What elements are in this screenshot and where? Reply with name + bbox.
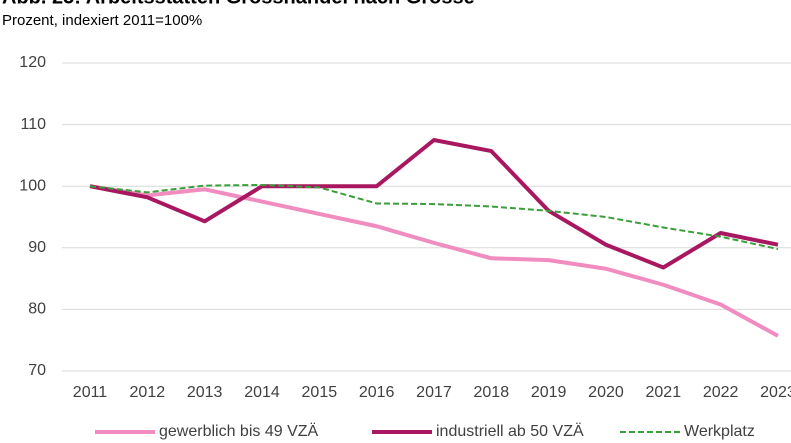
x-tick-label: 2020 <box>588 384 624 401</box>
y-tick-label: 80 <box>28 301 46 318</box>
y-tick-label: 110 <box>20 116 46 133</box>
x-tick-label: 2019 <box>531 384 567 401</box>
x-tick-label: 2023 <box>760 384 791 401</box>
x-tick-label: 2011 <box>73 384 108 401</box>
series-line <box>89 184 779 338</box>
legend-label: Werkplatz <box>684 423 755 440</box>
x-tick-label: 2017 <box>416 384 452 401</box>
legend-label: industriell ab 50 VZÄ <box>436 422 584 440</box>
x-tick-label: 2021 <box>646 384 682 401</box>
x-tick-label: 2016 <box>359 384 395 401</box>
y-tick-label: 70 <box>28 362 46 379</box>
x-tick-label: 2013 <box>187 384 223 401</box>
y-tick-label: 100 <box>19 177 46 194</box>
y-tick-label: 90 <box>28 239 46 256</box>
series-line <box>89 183 779 251</box>
legend-label: gewerblich bis 49 VZÄ <box>159 422 319 440</box>
x-tick-label: 2012 <box>130 384 166 401</box>
y-tick-label: 120 <box>19 54 46 71</box>
x-tick-label: 2015 <box>302 384 338 401</box>
x-tick-label: 2018 <box>474 384 510 401</box>
chart-subtitle: Prozent, indexiert 2011=100% <box>2 12 202 29</box>
series-line <box>89 138 779 270</box>
x-tick-label: 2022 <box>703 384 739 401</box>
x-tick-label: 2014 <box>244 384 280 401</box>
chart-title: Abb. 25: Arbeitsstätten Grosshandel nach… <box>2 0 475 8</box>
